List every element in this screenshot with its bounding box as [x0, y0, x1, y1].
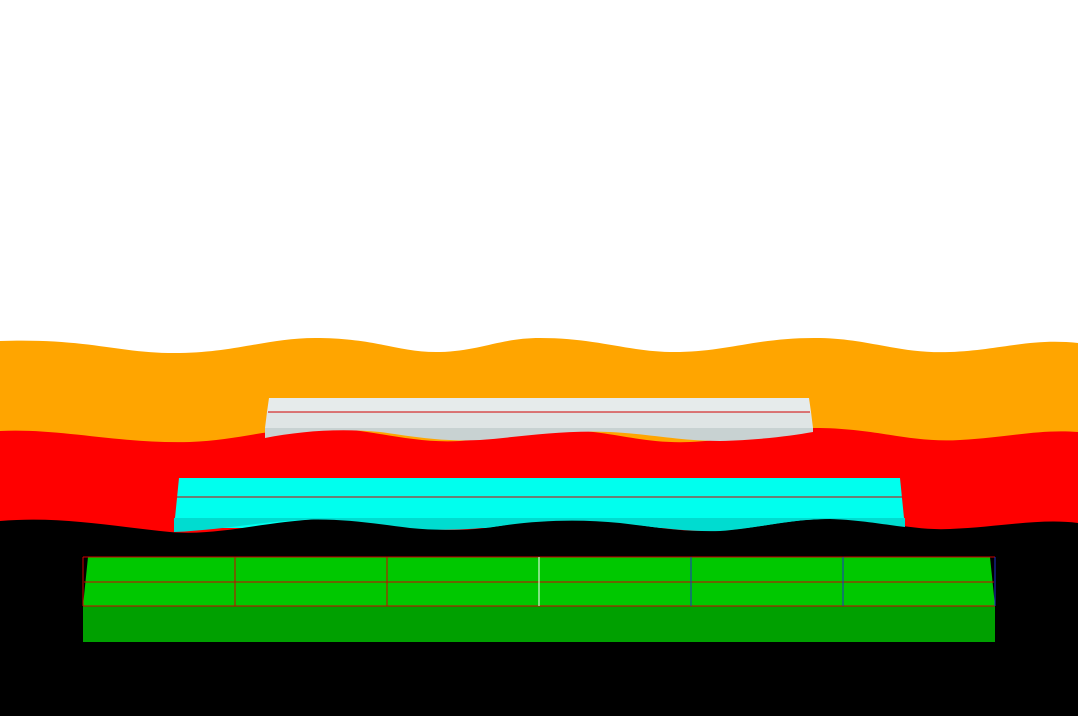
light-block-side — [265, 428, 813, 441]
green-block-side — [83, 606, 995, 642]
light-block-face — [267, 398, 811, 412]
cyan-block-face — [174, 478, 905, 528]
light-block — [265, 398, 813, 428]
green-block — [82, 556, 996, 642]
cyan-block — [174, 478, 905, 528]
light-block-lower — [265, 412, 813, 428]
green-block-grid — [82, 556, 996, 607]
cyan-block-side — [174, 518, 905, 532]
